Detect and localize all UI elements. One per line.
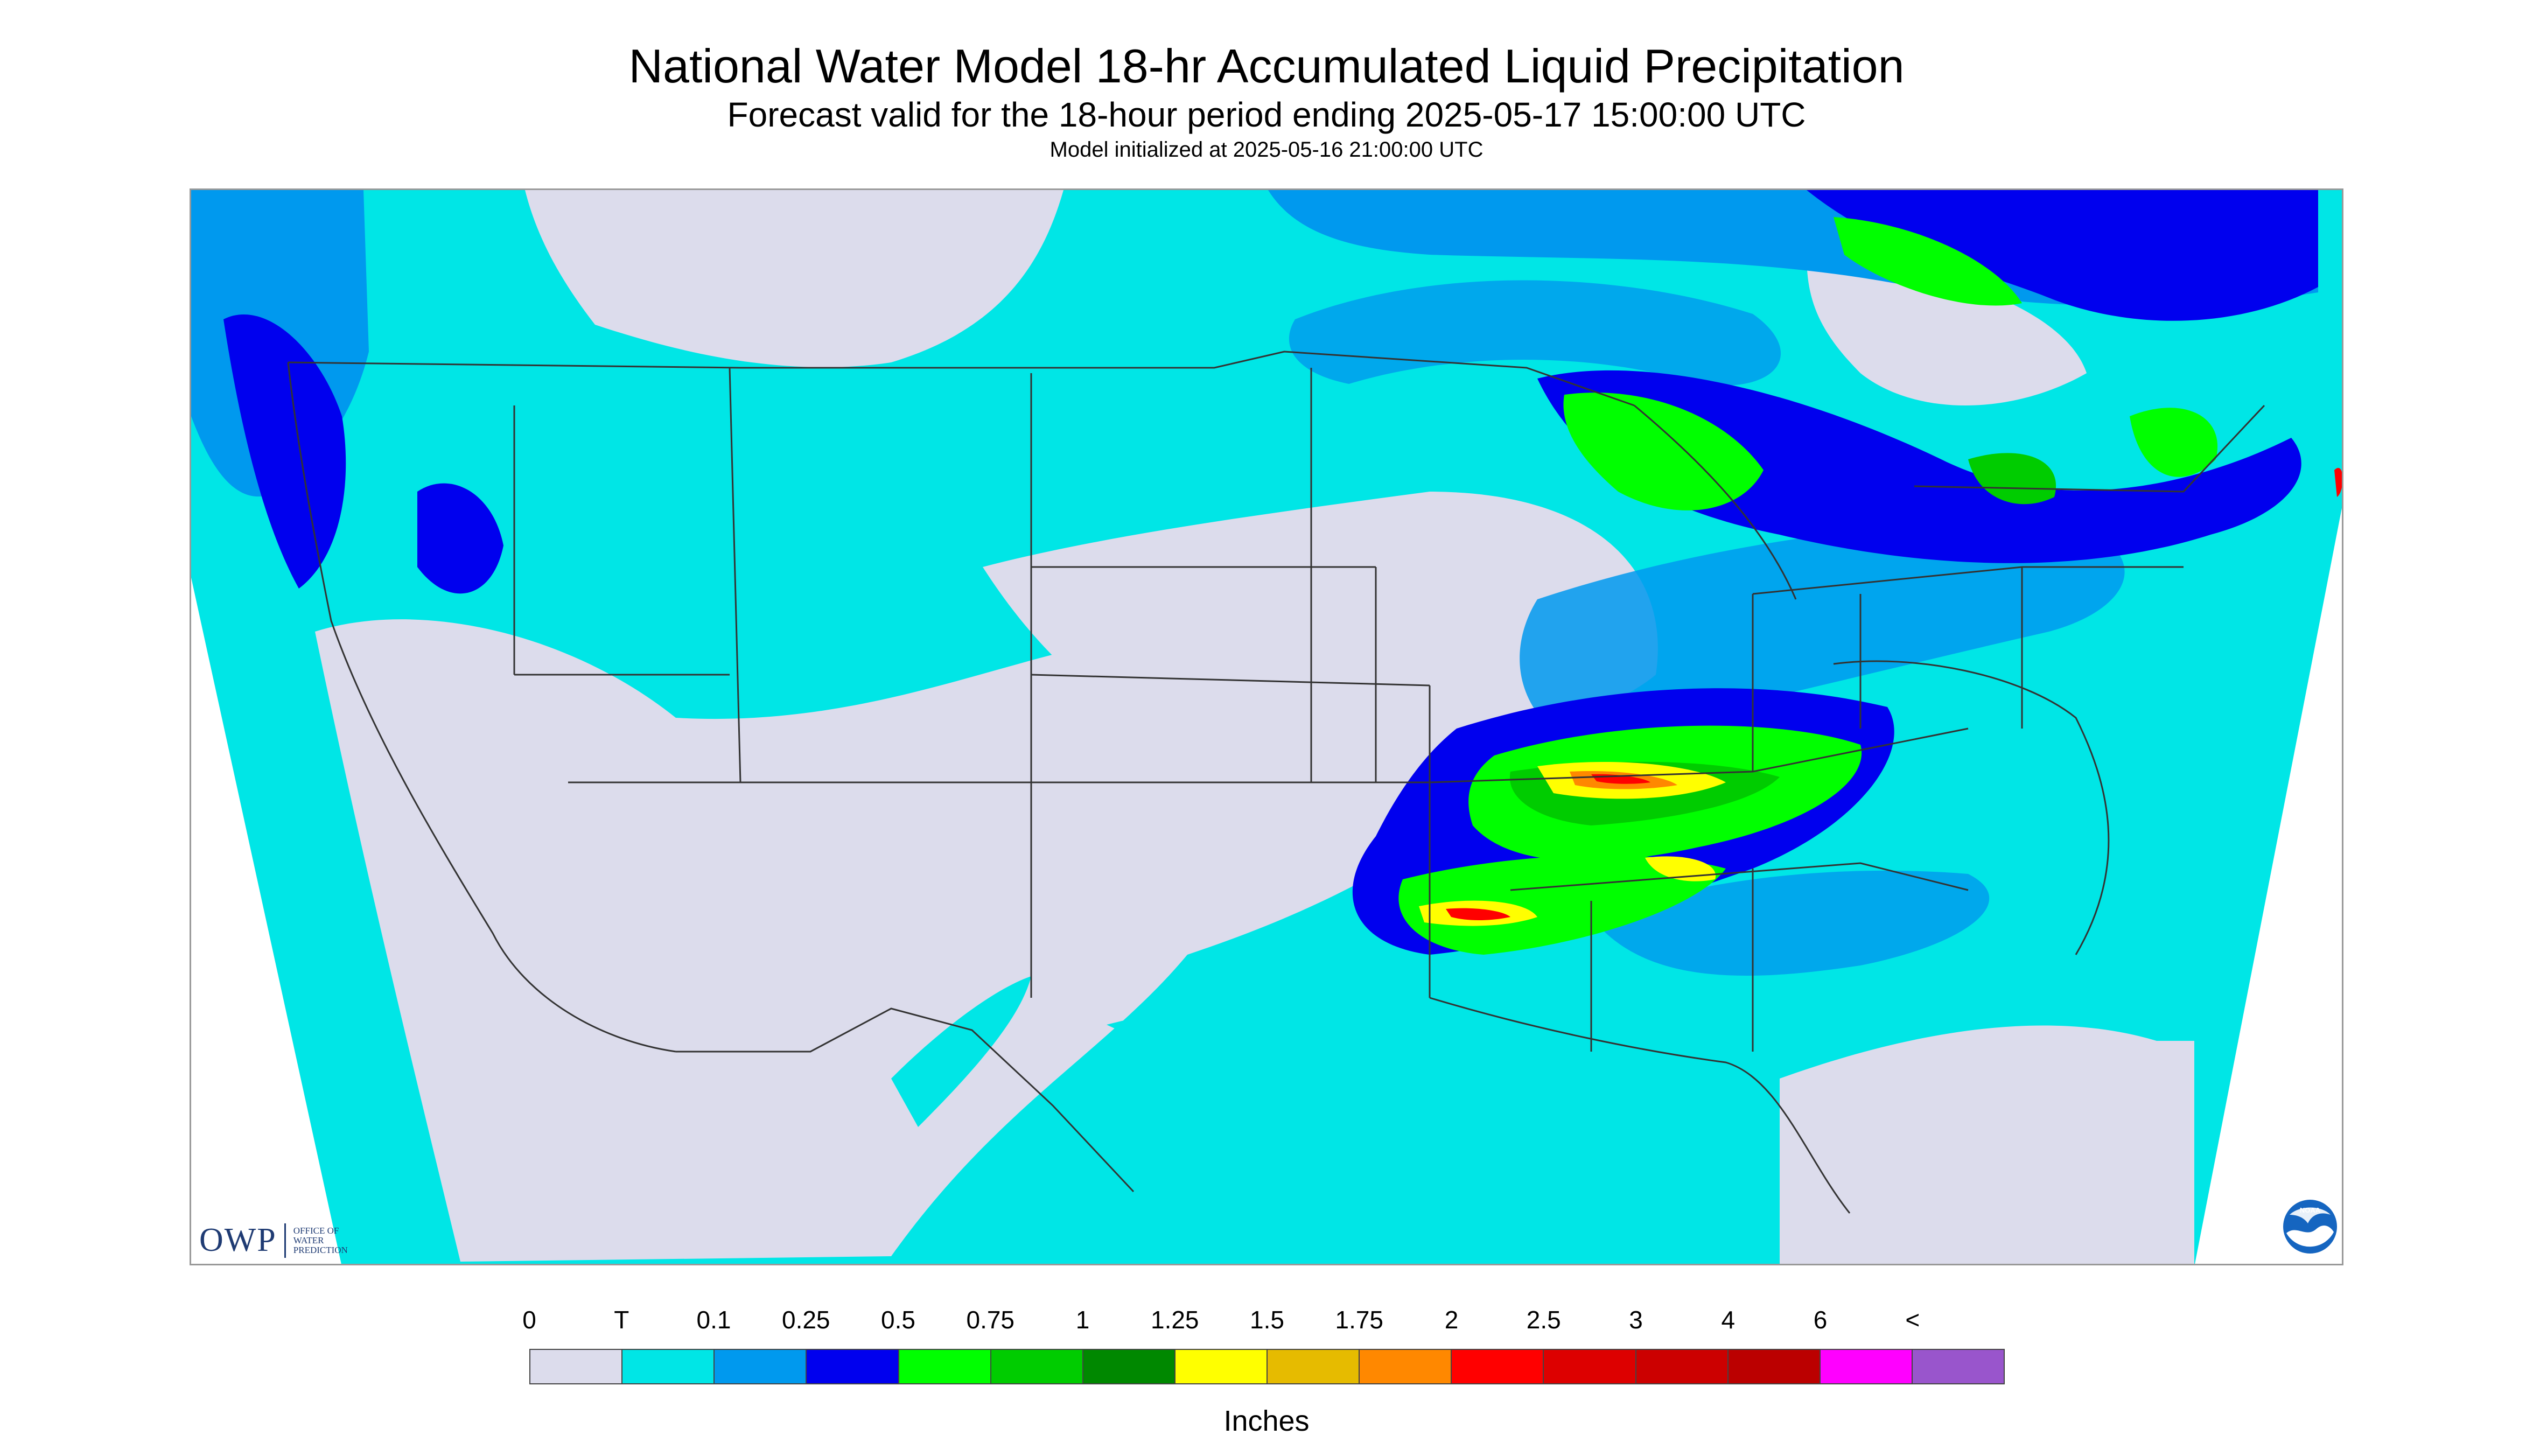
map-title: National Water Model 18-hr Accumulated L… [628,39,1905,93]
dry-area-southwest [315,619,1537,1262]
legend-swatch [715,1350,807,1383]
owp-logo-text: OWP [199,1222,277,1258]
legend-tick-label: 1.75 [1335,1306,1384,1334]
legend-swatch [807,1350,899,1383]
dry-area-southeast [1780,1025,2194,1264]
legend-tick-label: 1 [1075,1306,1090,1334]
state-boundaries [287,351,2265,1214]
legend-tick-label: < [1905,1306,1920,1334]
legend-tick-label: 0.75 [966,1306,1015,1334]
heavy-rain-northeast-canada [1807,190,2318,321]
legend-tick-label: 4 [1721,1306,1736,1334]
legend-swatch [1268,1350,1360,1383]
legend-swatch [622,1350,715,1383]
owp-logo-divider [284,1223,286,1258]
dry-area-great-lakes [1807,255,2087,405]
heavy-rain-great-lakes [1537,370,2301,563]
legend-tick-label: T [614,1306,629,1334]
legend-tick-label: 3 [1629,1306,1643,1334]
map-subtitle: Forecast valid for the 18-hour period en… [727,95,1806,134]
model-init-time: Model initialized at 2025-05-16 21:00:00… [1049,138,1484,162]
legend-swatch [1083,1350,1175,1383]
legend-swatch [1912,1350,2004,1383]
legend-swatch [1636,1350,1729,1383]
legend-swatch [1452,1350,1544,1383]
legend-tick-label: 2.5 [1526,1306,1561,1334]
legend-tick-label: 0.25 [781,1306,830,1334]
legend-tick-label: 0.5 [881,1306,915,1334]
precipitation-field [191,190,2342,1264]
legend-swatch [1820,1350,1913,1383]
owp-logo: OWP OFFICE OF WATER PREDICTION [199,1221,369,1259]
noaa-logo-icon: NOAA [2283,1200,2337,1254]
legend-swatch [530,1350,623,1383]
legend-tick-label: 1.5 [1250,1306,1284,1334]
precipitation-map[interactable] [190,188,2343,1265]
dry-area-canada-west [525,190,1063,368]
dry-area-plains [983,492,1658,772]
noaa-logo-text: NOAA [2300,1206,2321,1214]
legend-swatch [1360,1350,1452,1383]
legend-swatch [899,1350,991,1383]
legend-swatch [1175,1350,1268,1383]
legend-tick-label: 0 [522,1306,536,1334]
legend-tick-label: 2 [1444,1306,1459,1334]
color-scale [529,1349,2005,1384]
legend-swatch [1544,1350,1636,1383]
legend-tick-label: 6 [1813,1306,1828,1334]
legend-tick-label: 1.25 [1150,1306,1199,1334]
legend-tick-label: 0.1 [696,1306,731,1334]
legend-units: Inches [1223,1405,1310,1437]
legend-swatch [1728,1350,1821,1383]
legend-swatch [991,1350,1083,1383]
owp-logo-subtitle: OFFICE OF WATER PREDICTION [293,1225,348,1255]
